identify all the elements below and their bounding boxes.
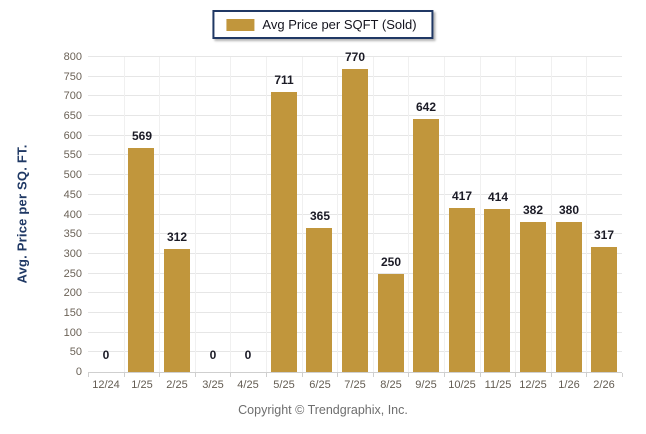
x-tick-label: 5/25 bbox=[273, 379, 295, 391]
gridline-vertical bbox=[373, 57, 374, 372]
bar bbox=[520, 222, 546, 372]
y-tick-label: 600 bbox=[63, 129, 82, 142]
x-tick-label: 3/25 bbox=[202, 379, 224, 391]
x-tick-label: 11/25 bbox=[484, 379, 512, 391]
bar-value-label: 0 bbox=[209, 348, 217, 362]
plot-area: 0 569 312 0 0 711 365 770 250 642 417 414 382 380 317 bbox=[88, 50, 622, 373]
y-tick-label: 50 bbox=[69, 346, 82, 359]
gridline-vertical bbox=[337, 57, 338, 372]
y-tick-label: 250 bbox=[63, 267, 82, 280]
x-axis-tick bbox=[480, 373, 481, 377]
legend: Avg Price per SQFT (Sold) bbox=[212, 10, 434, 39]
bar-value-label: 569 bbox=[131, 129, 153, 143]
bar bbox=[484, 209, 510, 372]
x-axis-tick bbox=[515, 373, 516, 377]
bar-value-label: 0 bbox=[102, 348, 110, 362]
x-tick-label: 12/24 bbox=[92, 379, 120, 391]
x-axis-tick bbox=[551, 373, 552, 377]
gridline-vertical bbox=[586, 57, 587, 372]
x-axis-tick bbox=[195, 373, 196, 377]
x-tick-label: 9/25 bbox=[415, 379, 437, 391]
x-tick-label: 7/25 bbox=[344, 379, 366, 391]
x-axis-tick bbox=[266, 373, 267, 377]
bar bbox=[378, 274, 404, 372]
bar-value-label: 711 bbox=[274, 73, 294, 87]
x-axis-tick bbox=[230, 373, 231, 377]
x-axis-tick bbox=[622, 373, 623, 377]
x-tick-label: 6/25 bbox=[309, 379, 331, 391]
y-tick-label: 450 bbox=[63, 188, 82, 201]
bar bbox=[342, 69, 368, 372]
legend-swatch-icon bbox=[226, 18, 255, 31]
gridline-vertical bbox=[159, 57, 160, 372]
x-tick-label: 10/25 bbox=[448, 379, 476, 391]
x-axis-tick bbox=[159, 373, 160, 377]
y-tick-label: 650 bbox=[63, 110, 82, 123]
bar bbox=[591, 247, 617, 372]
gridline-vertical bbox=[480, 57, 481, 372]
bar bbox=[556, 222, 582, 372]
y-axis-title: Avg. Price per SQ. FT. bbox=[14, 144, 30, 284]
y-tick-label: 750 bbox=[63, 70, 82, 83]
bar-value-label: 382 bbox=[522, 203, 544, 217]
x-tick-label: 4/25 bbox=[237, 379, 259, 391]
y-tick-label: 350 bbox=[63, 228, 82, 241]
bar-value-label: 0 bbox=[244, 348, 252, 362]
x-tick-label: 1/26 bbox=[558, 379, 580, 391]
bar bbox=[413, 119, 439, 372]
bar-value-label: 417 bbox=[451, 189, 473, 203]
bar bbox=[128, 148, 154, 372]
gridline-vertical bbox=[124, 57, 125, 372]
gridline-vertical bbox=[195, 57, 196, 372]
x-tick-label: 12/25 bbox=[519, 379, 547, 391]
x-axis-tick bbox=[88, 373, 89, 377]
bar-value-label: 365 bbox=[309, 209, 331, 223]
gridline-horizontal bbox=[88, 56, 622, 57]
bar-value-label: 317 bbox=[593, 228, 615, 242]
y-tick-label: 200 bbox=[63, 287, 82, 300]
gridline-vertical bbox=[302, 57, 303, 372]
y-tick-label: 800 bbox=[63, 51, 82, 63]
y-tick-label: 150 bbox=[63, 306, 82, 319]
x-tick-label: 2/26 bbox=[593, 379, 615, 391]
y-tick-label: 300 bbox=[63, 247, 82, 260]
y-tick-label: 550 bbox=[63, 149, 82, 162]
legend-label: Avg Price per SQFT (Sold) bbox=[262, 17, 417, 32]
bar-value-label: 312 bbox=[166, 230, 188, 244]
bar bbox=[164, 249, 190, 372]
x-axis-tick bbox=[337, 373, 338, 377]
x-axis-tick bbox=[444, 373, 445, 377]
x-axis-tick bbox=[124, 373, 125, 377]
y-tick-label: 400 bbox=[63, 208, 82, 221]
gridline-vertical bbox=[266, 57, 267, 372]
bar-value-label: 642 bbox=[415, 100, 437, 114]
gridline-vertical bbox=[515, 57, 516, 372]
bar-value-label: 380 bbox=[558, 203, 580, 217]
gridline-vertical bbox=[408, 57, 409, 372]
x-tick-label: 2/25 bbox=[166, 379, 188, 391]
y-tick-label: 500 bbox=[63, 169, 82, 182]
bar-value-label: 770 bbox=[344, 50, 366, 64]
bar bbox=[271, 92, 297, 372]
x-axis-tick bbox=[408, 373, 409, 377]
gridline-vertical bbox=[230, 57, 231, 372]
gridline-vertical bbox=[444, 57, 445, 372]
y-tick-label: 700 bbox=[63, 90, 82, 103]
bar bbox=[449, 208, 475, 372]
x-tick-label: 8/25 bbox=[380, 379, 402, 391]
y-tick-label: 100 bbox=[63, 326, 82, 339]
y-tick-label: 0 bbox=[75, 366, 82, 378]
x-axis-tick bbox=[302, 373, 303, 377]
copyright-text: Copyright © Trendgraphix, Inc. bbox=[238, 403, 408, 417]
gridline-vertical bbox=[551, 57, 552, 372]
x-tick-label: 1/25 bbox=[131, 379, 153, 391]
bar bbox=[306, 228, 332, 372]
bar-value-label: 414 bbox=[487, 190, 509, 204]
x-axis-tick bbox=[373, 373, 374, 377]
bar-value-label: 250 bbox=[380, 255, 402, 269]
x-axis-tick bbox=[586, 373, 587, 377]
